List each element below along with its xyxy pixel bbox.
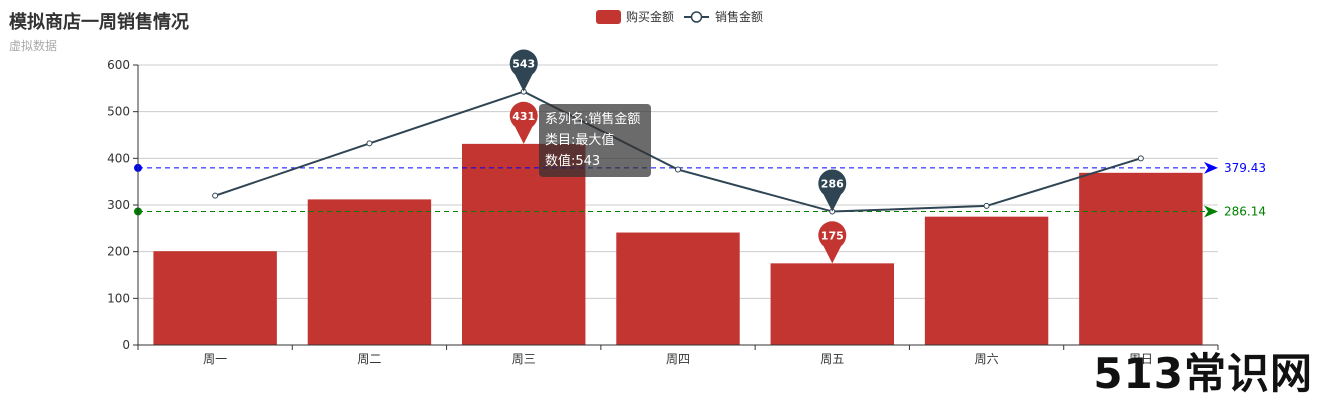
y-tick-label: 100	[107, 291, 130, 305]
markpoint-label: 431	[512, 110, 535, 123]
markpoint-label: 543	[512, 58, 535, 71]
line-point	[212, 192, 219, 199]
line-path	[214, 90, 1142, 213]
bar	[462, 143, 586, 345]
legend-line-label: 销售金额	[715, 9, 763, 24]
x-tick-label: 周日	[1129, 352, 1153, 366]
line-point	[1137, 155, 1144, 162]
markpoint-label: 286	[821, 178, 844, 191]
markline-label: 379.43	[1224, 161, 1266, 175]
tooltip-category: 类目:最大值	[545, 133, 615, 148]
bar-series	[153, 143, 1203, 345]
legend-bar-swatch	[596, 10, 621, 24]
chart-subtitle: 虚拟数据	[9, 39, 58, 53]
markpoint-pin	[818, 221, 847, 264]
x-tick-label: 周一	[203, 352, 227, 366]
x-tick-label: 周四	[666, 352, 690, 366]
bar	[1079, 172, 1203, 345]
legend-line-marker	[690, 11, 703, 23]
mark-points: 543 286 431 175	[509, 49, 847, 264]
line-point	[983, 202, 990, 209]
line-point	[366, 140, 373, 147]
legend-bar-label: 购买金额	[626, 9, 674, 24]
markpoint-pin	[818, 169, 847, 212]
chart-title: 模拟商店一周销售情况	[9, 12, 189, 33]
bar	[616, 232, 740, 345]
y-tick-label: 400	[107, 151, 130, 165]
line-series	[212, 88, 1144, 215]
x-tick-label: 周五	[820, 352, 844, 366]
x-tick-label: 周二	[357, 352, 381, 366]
y-tick-label: 200	[107, 245, 130, 259]
x-tick-label: 周三	[512, 352, 536, 366]
tooltip-series: 系列名:销售金额	[545, 112, 641, 127]
x-tick-label: 周六	[975, 352, 999, 366]
tooltip-value: 数值:543	[545, 154, 601, 169]
bar	[924, 216, 1049, 345]
bar	[307, 199, 432, 345]
axes: 0 100 200 300 400 500 600 周一 周二 周三 周四 周五 周六 周日	[107, 58, 1219, 366]
legend[interactable]: 购买金额 销售金额	[596, 9, 763, 24]
bar	[153, 251, 277, 345]
markline-arrow	[1204, 205, 1218, 218]
markpoint-pin	[509, 49, 538, 92]
watermark-text: 513常识网	[1093, 349, 1313, 398]
line-point	[675, 166, 681, 173]
tooltip: 系列名:销售金额 类目:最大值 数值:543	[539, 104, 651, 177]
markline-arrow	[1204, 161, 1218, 174]
y-tick-label: 0	[122, 338, 130, 352]
markpoint-label: 175	[821, 229, 844, 242]
y-tick-label: 300	[107, 198, 130, 212]
y-tick-label: 500	[107, 105, 130, 119]
markpoint-pin	[509, 101, 538, 144]
y-tick-label: 600	[107, 58, 130, 72]
markline-label: 286.14	[1224, 204, 1266, 218]
bar	[770, 263, 894, 345]
